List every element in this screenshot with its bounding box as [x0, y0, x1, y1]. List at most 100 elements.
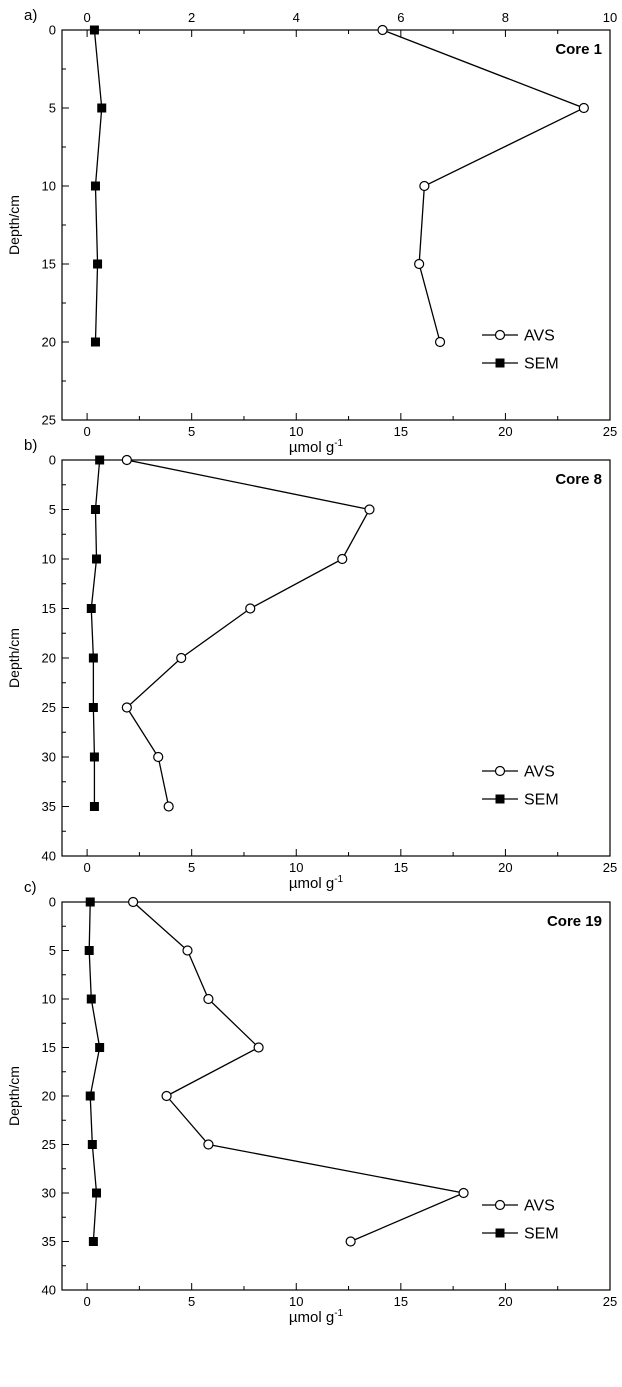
data-point-sem	[92, 1188, 102, 1198]
y-axis-title: Depth/cm	[6, 1066, 22, 1126]
data-point-avs	[245, 603, 256, 614]
panel-label: b)	[24, 437, 37, 454]
x-tick-label: 20	[498, 860, 512, 875]
y-tick-label: 20	[42, 651, 56, 666]
legend-marker-avs	[494, 765, 506, 777]
y-tick-label: 10	[42, 552, 56, 567]
data-point-sem	[89, 802, 99, 811]
data-point-avs	[121, 454, 132, 466]
series-line-avs	[125, 459, 371, 807]
x-tick-label: 5	[188, 424, 195, 439]
data-point-avs	[578, 102, 589, 114]
legend-marker-avs	[494, 1199, 506, 1211]
chart-title: Core 19	[547, 913, 602, 930]
data-point-sem	[88, 703, 98, 712]
legend-marker-sem	[495, 1228, 505, 1238]
y-tick-label: 5	[49, 943, 56, 958]
x-tick-label: 25	[603, 1294, 617, 1309]
x-tick-label: 15	[394, 860, 408, 875]
x-axis-title: µmol g-1	[289, 438, 344, 456]
y-tick-label: 15	[42, 601, 56, 616]
y-tick-label: 5	[49, 101, 56, 116]
data-point-avs	[128, 896, 139, 908]
x-tick-label: 20	[498, 424, 512, 439]
data-point-avs	[161, 1090, 172, 1102]
legend-label-sem: SEM	[524, 356, 559, 373]
data-point-avs	[458, 1187, 469, 1199]
x-tick-label: 20	[498, 1294, 512, 1309]
data-point-sem	[89, 752, 99, 762]
y-tick-label: 40	[42, 849, 56, 864]
x-tick-label: 10	[289, 424, 303, 439]
x-tick-label: 0	[83, 860, 90, 875]
x-tick-label: 15	[394, 1294, 408, 1309]
y-tick-label: 15	[42, 1040, 56, 1055]
legend-label-avs: AVS	[524, 328, 555, 345]
y-tick-label: 20	[42, 335, 56, 350]
data-point-sem	[85, 897, 95, 907]
legend-marker-sem	[495, 358, 505, 368]
data-point-avs	[364, 504, 375, 515]
y-tick-label: 15	[42, 257, 56, 272]
data-point-sem	[88, 1237, 98, 1246]
data-point-sem	[90, 181, 100, 191]
y-tick-label: 25	[42, 413, 56, 428]
data-point-sem	[89, 25, 99, 35]
data-point-sem	[87, 1140, 97, 1149]
x-tick-label: 15	[394, 424, 408, 439]
data-point-avs	[414, 258, 425, 270]
data-point-sem	[95, 1043, 105, 1052]
x-tick-label: 5	[188, 1294, 195, 1309]
x-axis-title: µmol g-1	[289, 874, 344, 892]
top-x-tick-label: 10	[603, 10, 617, 25]
y-tick-label: 30	[42, 750, 56, 765]
series-line-sem	[88, 901, 101, 1242]
top-x-tick-label: 0	[83, 10, 90, 25]
data-point-sem	[90, 337, 100, 347]
x-tick-label: 25	[603, 860, 617, 875]
y-tick-label: 10	[42, 992, 56, 1007]
y-tick-label: 5	[49, 502, 56, 517]
data-point-avs	[203, 1139, 214, 1150]
data-point-sem	[92, 554, 102, 564]
x-tick-label: 5	[188, 860, 195, 875]
data-point-avs	[337, 553, 348, 565]
legend-label-sem: SEM	[524, 1226, 559, 1243]
x-axis-title: µmol g-1	[289, 1308, 344, 1326]
y-tick-label: 0	[49, 453, 56, 468]
data-point-sem	[95, 455, 105, 465]
data-point-sem	[90, 505, 100, 514]
chart-panel-2: 0 5 10 15 20 25 0 5 10 15 20 25 30 35 40 Depth/cm µmol g…	[6, 437, 617, 892]
y-tick-label: 20	[42, 1089, 56, 1104]
series-line-sem	[90, 459, 101, 807]
series-line-avs	[382, 29, 586, 343]
x-tick-label: 0	[83, 424, 90, 439]
top-x-tick-label: 2	[188, 10, 195, 25]
data-point-avs	[419, 180, 430, 192]
legend-label-avs: AVS	[524, 1198, 555, 1215]
legend-marker-avs	[494, 329, 506, 341]
chart-panel-3: 0 5 10 15 20 25 0 5 10 15 20 25 30 35 40 Depth/cm µmol g…	[6, 879, 617, 1326]
top-x-tick-label: 8	[502, 10, 509, 25]
data-point-sem	[86, 604, 96, 613]
data-point-avs	[163, 801, 174, 812]
data-point-avs	[253, 1042, 264, 1053]
y-tick-label: 0	[49, 23, 56, 38]
data-point-sem	[86, 994, 96, 1004]
x-tick-label: 10	[289, 860, 303, 875]
data-point-avs	[153, 751, 164, 763]
data-point-avs	[182, 945, 193, 956]
y-tick-label: 0	[49, 895, 56, 910]
legend-label-avs: AVS	[524, 764, 555, 781]
y-tick-label: 35	[42, 1234, 56, 1249]
data-point-sem	[88, 653, 98, 663]
y-tick-label: 25	[42, 700, 56, 715]
data-point-sem	[93, 259, 103, 269]
panel-label: a)	[24, 7, 37, 24]
data-point-sem	[84, 946, 94, 955]
data-point-avs	[176, 652, 187, 664]
data-point-avs	[434, 336, 446, 348]
data-point-sem	[97, 103, 107, 113]
series-line-avs	[132, 901, 466, 1243]
